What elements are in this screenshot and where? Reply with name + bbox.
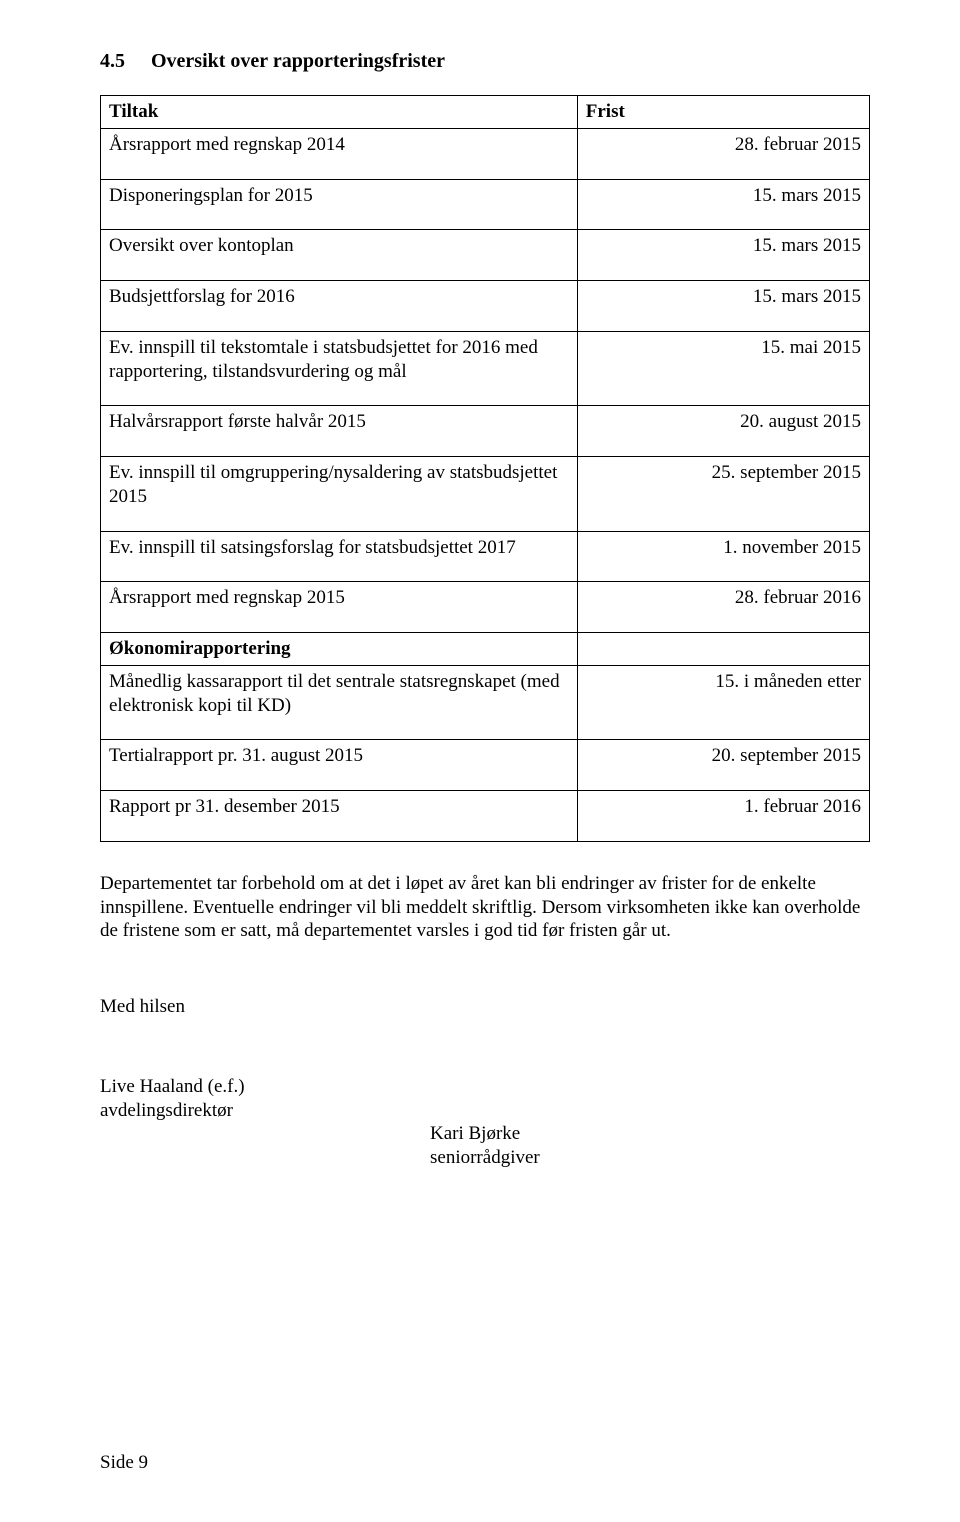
section-number: 4.5	[100, 50, 125, 73]
section-heading: 4.5 Oversikt over rapporteringsfrister	[100, 50, 870, 73]
cell-frist: 15. mars 2015	[577, 230, 869, 281]
table-row: Årsrapport med regnskap 2014 28. februar…	[101, 128, 870, 179]
cell-frist: 15. mai 2015	[577, 331, 869, 406]
deadlines-table: Tiltak Frist Årsrapport med regnskap 201…	[100, 95, 870, 842]
cell-tiltak: Halvårsrapport første halvår 2015	[101, 406, 578, 457]
signature-block: Live Haaland (e.f.) avdelingsdirektør Ka…	[100, 1075, 870, 1170]
cell-frist: 1. november 2015	[577, 531, 869, 582]
cell-tiltak: Ev. innspill til omgruppering/nysalderin…	[101, 457, 578, 532]
table-subheader-row: Økonomirapportering	[101, 633, 870, 666]
cell-tiltak: Ev. innspill til tekstomtale i statsbuds…	[101, 331, 578, 406]
subheader-empty	[577, 633, 869, 666]
spacer	[100, 971, 870, 995]
header-tiltak: Tiltak	[101, 96, 578, 129]
table-row: Tertialrapport pr. 31. august 2015 20. s…	[101, 740, 870, 791]
section-title: Oversikt over rapporteringsfrister	[151, 50, 445, 72]
signatory-right-title: seniorrådgiver	[430, 1147, 540, 1168]
subheader-label: Økonomirapportering	[101, 633, 578, 666]
spacer	[100, 1019, 870, 1075]
page-footer: Side 9	[100, 1452, 148, 1474]
cell-frist: 15. mars 2015	[577, 179, 869, 230]
cell-frist: 28. februar 2015	[577, 128, 869, 179]
cell-tiltak: Ev. innspill til satsingsforslag for sta…	[101, 531, 578, 582]
table-row: Månedlig kassarapport til det sentrale s…	[101, 665, 870, 740]
cell-tiltak: Oversikt over kontoplan	[101, 230, 578, 281]
header-frist: Frist	[577, 96, 869, 129]
cell-frist: 28. februar 2016	[577, 582, 869, 633]
table-row: Oversikt over kontoplan 15. mars 2015	[101, 230, 870, 281]
cell-tiltak: Årsrapport med regnskap 2014	[101, 128, 578, 179]
reservation-paragraph: Departementet tar forbehold om at det i …	[100, 872, 870, 943]
table-row: Ev. innspill til satsingsforslag for sta…	[101, 531, 870, 582]
cell-tiltak: Tertialrapport pr. 31. august 2015	[101, 740, 578, 791]
cell-frist: 15. i måneden etter	[577, 665, 869, 740]
cell-frist: 25. september 2015	[577, 457, 869, 532]
signatory-left: Live Haaland (e.f.) avdelingsdirektør	[100, 1075, 870, 1123]
table-row: Disponeringsplan for 2015 15. mars 2015	[101, 179, 870, 230]
cell-tiltak: Årsrapport med regnskap 2015	[101, 582, 578, 633]
signatory-left-name: Live Haaland (e.f.)	[100, 1076, 245, 1097]
signatory-right: Kari Bjørke seniorrådgiver	[430, 1122, 540, 1170]
signatory-left-title: avdelingsdirektør	[100, 1100, 233, 1121]
cell-frist: 15. mars 2015	[577, 281, 869, 332]
cell-frist: 20. september 2015	[577, 740, 869, 791]
closing-salutation: Med hilsen	[100, 995, 870, 1019]
cell-tiltak: Rapport pr 31. desember 2015	[101, 791, 578, 842]
table-row: Budsjettforslag for 2016 15. mars 2015	[101, 281, 870, 332]
table-row: Ev. innspill til omgruppering/nysalderin…	[101, 457, 870, 532]
table-row: Ev. innspill til tekstomtale i statsbuds…	[101, 331, 870, 406]
cell-frist: 20. august 2015	[577, 406, 869, 457]
page: 4.5 Oversikt over rapporteringsfrister Ti…	[0, 0, 960, 1522]
cell-tiltak: Disponeringsplan for 2015	[101, 179, 578, 230]
table-header-row: Tiltak Frist	[101, 96, 870, 129]
table-row: Årsrapport med regnskap 2015 28. februar…	[101, 582, 870, 633]
cell-tiltak: Budsjettforslag for 2016	[101, 281, 578, 332]
cell-frist: 1. februar 2016	[577, 791, 869, 842]
table-row: Halvårsrapport første halvår 2015 20. au…	[101, 406, 870, 457]
table-row: Rapport pr 31. desember 2015 1. februar …	[101, 791, 870, 842]
cell-tiltak: Månedlig kassarapport til det sentrale s…	[101, 665, 578, 740]
signatory-right-name: Kari Bjørke	[430, 1123, 520, 1144]
